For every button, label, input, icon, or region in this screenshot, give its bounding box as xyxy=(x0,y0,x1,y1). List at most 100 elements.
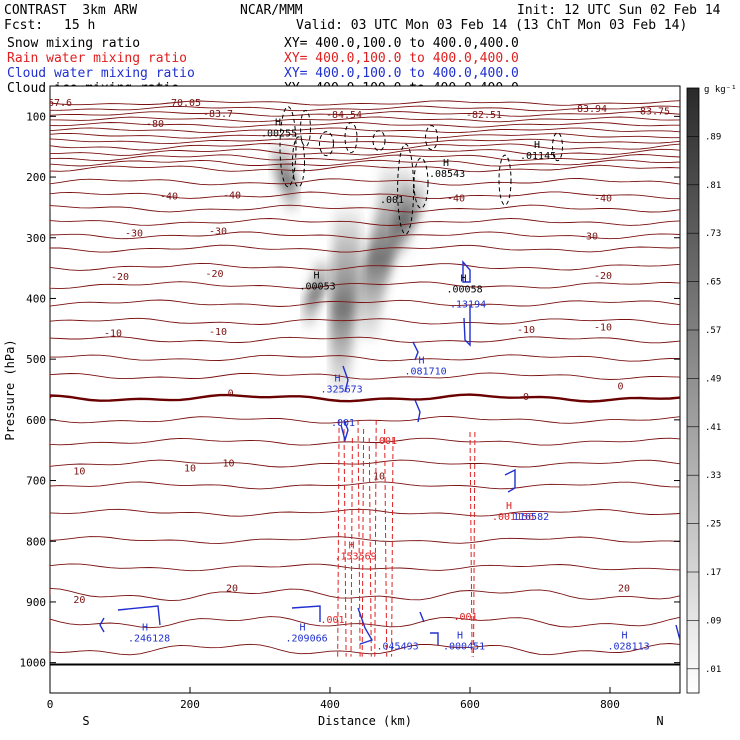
cloud-ice-contour-10 xyxy=(372,130,386,152)
temperature-contour-line xyxy=(50,481,680,490)
extremum-value: .001 xyxy=(373,436,397,447)
cloud-water-contour-12 xyxy=(430,632,439,645)
temperature-contour-line xyxy=(50,111,680,117)
snow-plume-2 xyxy=(357,158,413,341)
extremum-value: .13194 xyxy=(450,300,486,311)
snow-plume-3 xyxy=(391,177,426,256)
cloud-ice-contour-1 xyxy=(292,136,305,188)
temperature-contour-line xyxy=(50,354,680,362)
extremum-value: .209066 xyxy=(286,633,328,644)
temperature-label: 0 xyxy=(523,392,529,403)
cloud-ice-contour-2 xyxy=(300,109,311,147)
extremum-value: .246128 xyxy=(128,633,170,644)
south-end-label: S xyxy=(82,714,89,728)
cloud-ice-contour-6 xyxy=(397,143,415,235)
rain-contour-5 xyxy=(368,438,372,657)
rain-contour-2 xyxy=(350,438,353,657)
cloud-water-contour-4 xyxy=(412,341,419,361)
plot-area xyxy=(49,85,681,694)
temperature-contour-line xyxy=(50,336,680,344)
field-rain-xy: XY= 400.0,100.0 to 400.0,400.0 xyxy=(284,51,519,66)
colorbar-tick-label: .57 xyxy=(705,326,721,336)
x-tick-label: 600 xyxy=(460,698,480,711)
y-tick-label: 900 xyxy=(26,596,46,609)
cloud-ice-contours xyxy=(279,106,563,235)
north-end-label: N xyxy=(656,714,663,728)
temperature-contour-line xyxy=(50,281,680,290)
temperature-contour-line xyxy=(50,508,680,517)
colorbar-tick-label: .73 xyxy=(705,229,721,239)
colorbar-tick-label: .65 xyxy=(705,278,721,288)
temperature-label: -30 xyxy=(125,229,143,240)
rain-contour-4 xyxy=(361,428,365,657)
extremum-value: .001 xyxy=(380,195,404,206)
y-tick-label: 500 xyxy=(26,353,46,366)
temperature-label: 20 xyxy=(226,584,238,595)
y-tick-label: 600 xyxy=(26,414,46,427)
temperature-label: -82.51 xyxy=(466,110,502,121)
y-tick-label: 400 xyxy=(26,292,46,305)
temperature-label: 10 xyxy=(222,459,234,470)
y-tick-label: 300 xyxy=(26,232,46,245)
extremum-value: .001 xyxy=(331,418,355,429)
cloud-ice-contour-9 xyxy=(552,132,563,162)
temperature-contour-line xyxy=(50,148,680,156)
colorbar-tick-label: .49 xyxy=(705,374,721,384)
snow-plume-0 xyxy=(271,140,299,214)
temperature-contour-line xyxy=(50,231,680,240)
temperature-label: -40 xyxy=(160,191,178,202)
field-snow-xy: XY= 400.0,100.0 to 400.0,400.0 xyxy=(284,36,519,51)
y-tick-label: 200 xyxy=(26,171,46,184)
cloud-water-contour-5 xyxy=(414,399,421,423)
cloud-water-contour-7 xyxy=(99,617,105,633)
colorbar: .01 .09 .17 .25 .33 .41 .49 .57 .65 .73 .81 .89 xyxy=(686,87,721,694)
temperature-label: -67.6 xyxy=(42,98,72,109)
extremum-marker: H xyxy=(275,117,281,128)
extremum-value: 116582 xyxy=(513,512,549,523)
field-cloudwater-name: Cloud water mixing ratio xyxy=(7,66,195,81)
rain-water-contours xyxy=(337,419,476,657)
temperature-contour-line xyxy=(50,317,680,325)
cloud-water-contour-9 xyxy=(291,605,321,622)
temperature-label: -20 xyxy=(205,269,223,280)
temperature-label: -20 xyxy=(111,272,129,283)
extremum-value: .028113 xyxy=(608,641,650,652)
temperature-label: -83.7 xyxy=(203,109,233,120)
extremum-marker: H xyxy=(142,622,148,633)
colorbar-tick-label: .09 xyxy=(705,616,721,626)
colorbar-unit: g kg⁻¹ xyxy=(704,85,737,95)
field-snow-name: Snow mixing ratio xyxy=(7,36,141,51)
temperature-label: -40 xyxy=(447,193,465,204)
temperature-label: 20 xyxy=(73,595,85,606)
temperature-contour-line xyxy=(50,437,680,446)
colorbar-tick-label: .17 xyxy=(705,568,721,578)
temperature-contour-line xyxy=(50,127,680,134)
cloud-ice-contour-4 xyxy=(344,122,358,154)
y-tick-label: 1000 xyxy=(20,657,47,670)
temperature-label: 10 xyxy=(373,471,385,482)
extremum-marker: H xyxy=(335,374,341,385)
cloud-ice-contour-7 xyxy=(413,157,429,209)
temperature-label: 0 xyxy=(617,381,623,392)
x-tick-label: 200 xyxy=(180,698,200,711)
rain-contour-9 xyxy=(469,431,473,657)
temperature-label: -40 xyxy=(594,193,612,204)
y-tick-label: 100 xyxy=(26,110,46,123)
temperature-label: 0 xyxy=(228,389,234,400)
snow-plume-4 xyxy=(303,255,332,329)
extremum-value: .08543 xyxy=(429,169,465,180)
x-tick-label: 400 xyxy=(320,698,340,711)
extremum-value: .00053 xyxy=(300,281,336,292)
colorbar-tick-label: .01 xyxy=(705,665,721,675)
rain-contour-10 xyxy=(473,431,476,657)
cloud-ice-contour-8 xyxy=(498,154,512,206)
extremum-marker: H xyxy=(506,501,512,512)
extremum-marker: H xyxy=(419,355,425,366)
temperature-contour-line xyxy=(50,459,680,468)
cloud-water-contour-2 xyxy=(342,365,349,393)
temperature-contour-line xyxy=(50,138,680,145)
temperature-contour-line xyxy=(50,536,680,544)
cloud-water-contour-8 xyxy=(117,605,161,626)
